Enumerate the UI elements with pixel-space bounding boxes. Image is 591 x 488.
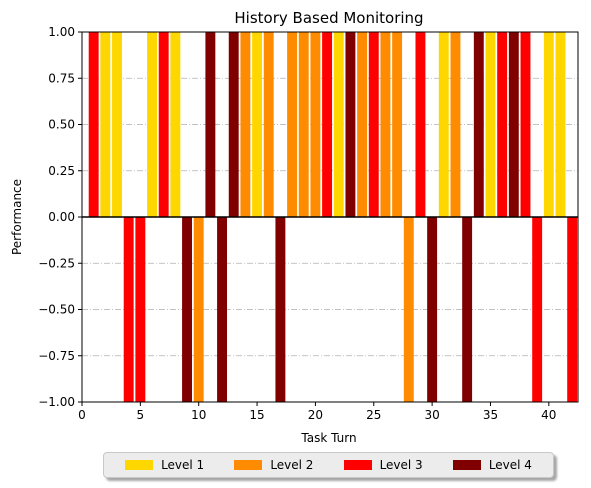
legend-item: Level 3	[343, 458, 423, 472]
bar	[252, 32, 263, 217]
legend-item: Level 1	[125, 458, 204, 472]
bar	[182, 217, 192, 402]
bar	[357, 32, 368, 217]
legend-swatch	[343, 460, 372, 470]
legend-label: Level 1	[161, 458, 205, 472]
y-tick-label: −0.50	[38, 303, 75, 317]
legend-item: Level 4	[452, 458, 532, 472]
bar	[240, 32, 251, 217]
bar	[263, 32, 274, 217]
bar	[228, 32, 239, 217]
legend-swatch	[452, 460, 481, 470]
y-tick-label: 0.00	[48, 210, 75, 224]
bar	[403, 217, 414, 402]
x-tick-label: 20	[308, 408, 323, 422]
legend-label: Level 4	[488, 458, 532, 472]
x-tick-label: 15	[249, 408, 264, 422]
bar	[217, 217, 228, 402]
bar	[485, 32, 496, 217]
bar	[532, 217, 543, 402]
legend: Level 1 Level 2 Level 3 Level 4	[103, 452, 554, 478]
x-axis-ticks: 0 5 10 15 20 25 30 35 40	[78, 402, 556, 422]
bar	[310, 32, 321, 217]
y-tick-label: −0.75	[38, 349, 75, 363]
bar	[333, 32, 344, 217]
bar	[100, 32, 111, 217]
bar	[298, 32, 309, 217]
bar	[345, 32, 356, 217]
bar	[287, 32, 298, 217]
bar	[450, 32, 461, 217]
x-tick-label: 35	[483, 408, 498, 422]
bar	[567, 217, 578, 402]
x-tick-label: 40	[541, 408, 556, 422]
bar	[427, 217, 438, 402]
bar	[473, 32, 484, 217]
y-tick-label: 1.00	[48, 25, 75, 39]
bar	[88, 32, 99, 217]
bar	[170, 32, 181, 217]
bar	[368, 32, 379, 217]
bar	[322, 32, 333, 217]
legend-swatch	[234, 460, 263, 470]
x-tick-label: 5	[137, 408, 145, 422]
bar	[123, 217, 134, 402]
bar	[520, 32, 531, 217]
y-axis-ticks: −1.00 −0.75 −0.50 −0.25 0.00 0.25 0.50 0.75 1.00	[38, 25, 82, 409]
bar	[380, 32, 391, 217]
x-tick-label: 0	[78, 408, 86, 422]
legend-item: Level 2	[234, 458, 313, 472]
legend-label: Level 2	[270, 458, 314, 472]
legend-swatch	[125, 460, 154, 470]
bar	[508, 32, 519, 217]
bar	[497, 32, 508, 217]
y-tick-label: −0.25	[38, 256, 75, 270]
bar	[462, 217, 473, 402]
chart-title: History Based Monitoring	[234, 9, 423, 27]
bar	[205, 32, 216, 217]
bar	[112, 32, 122, 217]
y-tick-label: 0.75	[48, 71, 75, 85]
y-tick-label: −1.00	[38, 395, 75, 409]
x-tick-label: 10	[191, 408, 206, 422]
bar	[158, 32, 169, 217]
x-tick-label: 30	[424, 408, 439, 422]
bar	[392, 32, 403, 217]
bar	[193, 217, 204, 402]
x-tick-label: 25	[366, 408, 381, 422]
x-axis-label: Task Turn	[300, 431, 356, 445]
bars-group	[88, 32, 578, 402]
legend-label: Level 3	[379, 458, 423, 472]
y-tick-label: 0.50	[48, 118, 75, 132]
bar	[543, 32, 554, 217]
bar	[147, 32, 157, 217]
bar	[275, 217, 286, 402]
bar	[135, 217, 146, 402]
bar	[438, 32, 449, 217]
y-axis-label: Performance	[10, 179, 24, 255]
bar	[415, 32, 426, 217]
y-tick-label: 0.25	[48, 164, 75, 178]
bar	[555, 32, 566, 217]
